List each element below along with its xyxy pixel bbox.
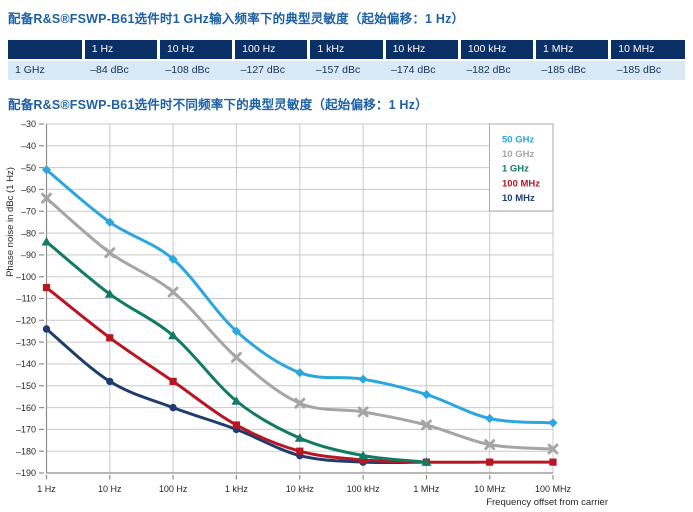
table-corner-cell <box>8 40 84 60</box>
table-value-cell: –127 dBc <box>233 59 309 80</box>
sensitivity-table-body: 1 GHz –84 dBc –108 dBc –127 dBc –157 dBc –174… <box>8 59 685 80</box>
table-header-cell: 10 MHz <box>608 40 685 60</box>
series-1-ghz <box>41 237 432 466</box>
legend-item: 100 MHz <box>502 178 540 189</box>
x-tick-label: 1 MHz <box>413 484 440 494</box>
legend-item: 50 GHz <box>502 135 534 146</box>
grid <box>46 124 553 473</box>
table-header-row: 1 Hz 10 Hz 100 Hz 1 kHz 10 kHz 100 kHz 1 MHz 10… <box>8 40 685 60</box>
table-value-cell: –174 dBc <box>384 59 460 80</box>
x-tick-label: 100 MHz <box>535 484 572 494</box>
x-tick-label: 10 kHz <box>286 484 315 494</box>
y-tick-label: –100 <box>16 272 36 282</box>
table-header-cell: 10 Hz <box>156 40 234 60</box>
y-tick-label: –50 <box>21 163 36 173</box>
series-50-ghz <box>41 165 558 428</box>
table-header-cell: 1 Hz <box>81 40 159 60</box>
sensitivity-table: 1 Hz 10 Hz 100 Hz 1 kHz 10 kHz 100 kHz 1 MHz 10… <box>8 40 685 80</box>
y-tick-label: –150 <box>16 381 36 391</box>
legend-item: 1 GHz <box>502 164 529 175</box>
y-tick-label: –70 <box>21 207 36 217</box>
x-tick-label: 100 kHz <box>347 484 381 494</box>
y-axis-label: Phase noise in dBc (1 Hz) <box>5 167 16 277</box>
x-tick-label: 100 Hz <box>159 484 188 494</box>
table-row: 1 GHz –84 dBc –108 dBc –127 dBc –157 dBc –174… <box>8 59 685 80</box>
chart-svg: 1 Hz 10 Hz 100 Hz 1 kHz 10 kHz 100 kHz 1 MHz 10… <box>5 119 608 508</box>
legend-item: 10 MHz <box>502 193 535 204</box>
axis-ticks: 1 Hz 10 Hz 100 Hz 1 kHz 10 kHz 100 kHz 1 MHz 10… <box>16 119 572 494</box>
table-header-cell: 100 Hz <box>232 40 309 60</box>
y-tick-label: –170 <box>16 425 36 435</box>
y-tick-label: –60 <box>21 185 36 195</box>
table-value-cell: –84 dBc <box>83 59 159 80</box>
y-tick-label: –130 <box>16 337 36 347</box>
legend: 50 GHz 10 GHz 1 GHz 100 MHz 10 MHz <box>489 123 554 212</box>
table-value-cell: –185 dBc <box>609 59 685 80</box>
plot-frame <box>45 123 554 474</box>
y-tick-label: –160 <box>16 403 36 413</box>
y-tick-label: –80 <box>21 228 36 238</box>
y-tick-label: –190 <box>16 468 36 478</box>
series-10-ghz <box>41 192 559 455</box>
sensitivity-table-head: 1 Hz 10 Hz 100 Hz 1 kHz 10 kHz 100 kHz 1 MHz 10… <box>8 40 685 60</box>
table-value-cell: –182 dBc <box>459 59 535 80</box>
table-value-cell: –108 dBc <box>158 59 234 80</box>
y-tick-label: –40 <box>21 141 36 151</box>
y-tick-label: –140 <box>16 359 36 369</box>
section-title-1ghz-sensitivity: 配备R&S®FSWP-B61选件时1 GHz输入频率下的典型灵敏度（起始偏移：1… <box>8 12 465 26</box>
table-header-cell: 1 MHz <box>533 40 610 60</box>
section-title-multi-frequency-sensitivity: 配备R&S®FSWP-B61选件时不同频率下的典型灵敏度（起始偏移：1 Hz） <box>8 98 428 112</box>
x-tick-label: 10 MHz <box>474 484 506 494</box>
y-tick-label: –90 <box>21 250 36 260</box>
y-tick-label: –30 <box>21 119 36 129</box>
table-header-cell: 100 kHz <box>457 40 535 60</box>
x-tick-label: 1 kHz <box>225 484 249 494</box>
x-axis-label: Frequency offset from carrier <box>486 497 608 508</box>
y-tick-label: –110 <box>17 294 36 304</box>
table-value-cell: –185 dBc <box>534 59 610 80</box>
table-header-cell: 1 kHz <box>307 40 385 60</box>
table-header-cell: 10 kHz <box>382 40 460 60</box>
row-label-cell: 1 GHz <box>8 59 84 80</box>
phase-noise-chart: 1 Hz 10 Hz 100 Hz 1 kHz 10 kHz 100 kHz 1 MHz 10… <box>0 118 693 512</box>
table-value-cell: –157 dBc <box>308 59 385 80</box>
y-tick-label: –180 <box>16 446 36 456</box>
x-tick-label: 10 Hz <box>98 484 122 494</box>
series-line <box>45 168 555 425</box>
legend-item: 10 GHz <box>502 149 534 160</box>
y-tick-label: –120 <box>16 316 36 326</box>
x-tick-label: 1 Hz <box>37 484 56 494</box>
